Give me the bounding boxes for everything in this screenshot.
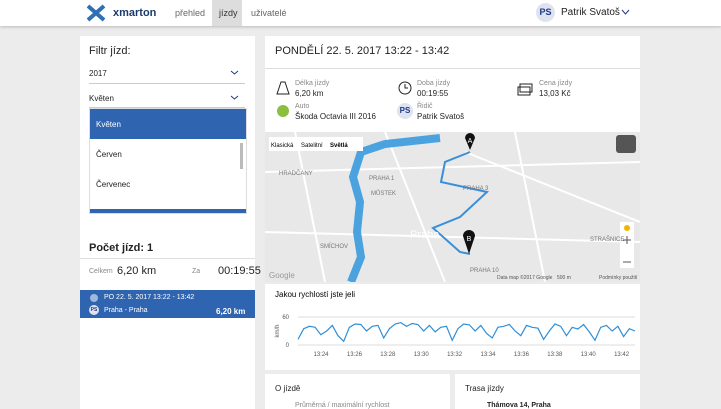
count-title: Počet jízd: 1 [89, 242, 154, 254]
about-item: Průměrná / maximální rychlost [295, 402, 390, 409]
y-axis-label: km/h [275, 324, 281, 337]
driver-avatar: PS [397, 103, 413, 119]
map-place: PRAHA 10 [470, 268, 499, 274]
y-tick-label: 0 [286, 343, 290, 349]
detail-panel: PONDĚLÍ 22. 5. 2017 13:22 - 13:42 Délka … [265, 36, 640, 282]
year-select[interactable]: 2017 [89, 69, 107, 78]
month-select[interactable]: Květen [89, 94, 114, 103]
map-place: STRAŠNICE [590, 236, 624, 243]
car-label: Auto [295, 103, 310, 110]
nav-active [212, 0, 242, 26]
option-active [90, 109, 246, 139]
x-tick-label: 13:32 [447, 352, 463, 358]
total-label: Celkem [89, 268, 113, 275]
stat-label: Doba jízdy [417, 80, 451, 87]
map-tab[interactable]: Světlá [330, 143, 348, 149]
total-value: 6,20 km [117, 265, 157, 277]
divider [89, 107, 245, 108]
filter-title: Filtr jízd: [89, 45, 131, 57]
chevron [621, 9, 630, 15]
user-name[interactable]: Patrik Svatoš [561, 7, 620, 18]
dropdown-bottom [90, 209, 246, 213]
map-marker-label: B [467, 236, 472, 243]
map-terms: Podmínky použití [599, 275, 638, 281]
x-tick-label: 13:42 [614, 352, 630, 358]
nav-link[interactable]: přehled [175, 8, 206, 18]
nav-link[interactable]: uživatelé [251, 8, 287, 18]
map-marker-label: A [468, 138, 473, 145]
option[interactable]: Červen [96, 150, 122, 159]
trip-item[interactable]: PO 22. 5. 2017 13:22 - 13:42 PS Praha - … [80, 290, 255, 318]
map[interactable]: Klasická Satelitní Světlá PRAHA 1 MŮSTEK HRAD… [265, 132, 640, 282]
x-tick-label: 13:36 [514, 352, 530, 358]
route-title: Trasa jízdy [465, 384, 504, 393]
trip-icon [90, 294, 98, 302]
top-bar: xmarton přehled jízdy uživatelé PS Patri… [0, 0, 721, 26]
option[interactable]: Červenec [96, 180, 131, 189]
map-place: HRADČANY [279, 170, 313, 177]
route-item: Thámova 14, Praha [487, 402, 551, 409]
x-tick-label: 13:24 [313, 352, 329, 358]
stat-label: Cena jízdy [539, 80, 573, 87]
stat-value: 00:19:55 [417, 89, 449, 98]
speed-chart: Jakou rychlostí jste jeli km/h 0 60 13:24 1… [275, 290, 636, 358]
nav-link[interactable]: jízdy [219, 8, 238, 18]
map-tab[interactable]: Satelitní [301, 143, 323, 149]
trip-route: Praha - Praha [104, 307, 148, 314]
x-tick-label: 13:38 [547, 352, 563, 358]
chart-title: Jakou rychlostí jste jeli [275, 290, 355, 299]
about-title: O jízdě [275, 384, 301, 393]
y-tick-label: 60 [282, 315, 289, 321]
about-card: O jízdě Průměrná / maximální rychlost [265, 374, 450, 409]
time-value: 00:19:55 [218, 265, 261, 277]
user-avatar[interactable]: PS [536, 3, 555, 22]
map-tab[interactable]: Klasická [271, 143, 294, 149]
map-place: PRAHA 1 [369, 176, 395, 182]
route-card: Trasa jízdy Thámova 14, Praha [455, 374, 640, 409]
logo [86, 4, 106, 22]
driver: Patrik Svatoš [417, 112, 465, 121]
map-scale: 500 m [557, 275, 571, 281]
dropdown: Květen Červen Červenec [89, 108, 247, 214]
map-attribution: Data map ©2017 Google [497, 274, 553, 281]
trip-date: PO 22. 5. 2017 13:22 - 13:42 [104, 294, 195, 301]
chart-panel: Jakou rychlostí jste jeli km/h 0 60 13:24 1… [265, 284, 640, 370]
filter-panel: Filtr jízd: 2017 Květen Květen Červen Če… [80, 36, 261, 409]
stat-icons [276, 81, 533, 117]
scrollbar [240, 143, 243, 169]
map-logo: Google [269, 271, 295, 280]
speed-line [297, 321, 636, 343]
option[interactable]: Květen [96, 120, 121, 129]
time-label: Za [192, 268, 201, 275]
trip-distance: 6,20 km [216, 307, 246, 316]
x-tick-label: 13:40 [581, 352, 597, 358]
driver-label: Řidič [417, 103, 433, 110]
stat-value: 6,20 km [295, 89, 324, 98]
stat-value: 13,03 Kč [539, 89, 571, 98]
x-tick-label: 13:34 [480, 352, 496, 358]
divider [265, 68, 640, 69]
brand: xmarton [113, 7, 157, 19]
divider [89, 83, 245, 84]
x-tick-label: 13:26 [347, 352, 363, 358]
detail-title: PONDĚLÍ 22. 5. 2017 13:22 - 13:42 [275, 45, 450, 57]
car: Škoda Octavia III 2016 [295, 112, 376, 121]
x-tick-label: 13:28 [380, 352, 396, 358]
divider [80, 258, 255, 259]
map-place: SMÍCHOV [320, 243, 348, 250]
trip-avatar: PS [89, 305, 99, 315]
map-place: MŮSTEK [371, 190, 396, 197]
map-place: Praha [410, 229, 440, 241]
map-place: PRAHA 3 [463, 186, 489, 192]
stat-label: Délka jízdy [295, 80, 330, 87]
x-tick-label: 13:30 [414, 352, 430, 358]
chevrons [230, 70, 239, 100]
